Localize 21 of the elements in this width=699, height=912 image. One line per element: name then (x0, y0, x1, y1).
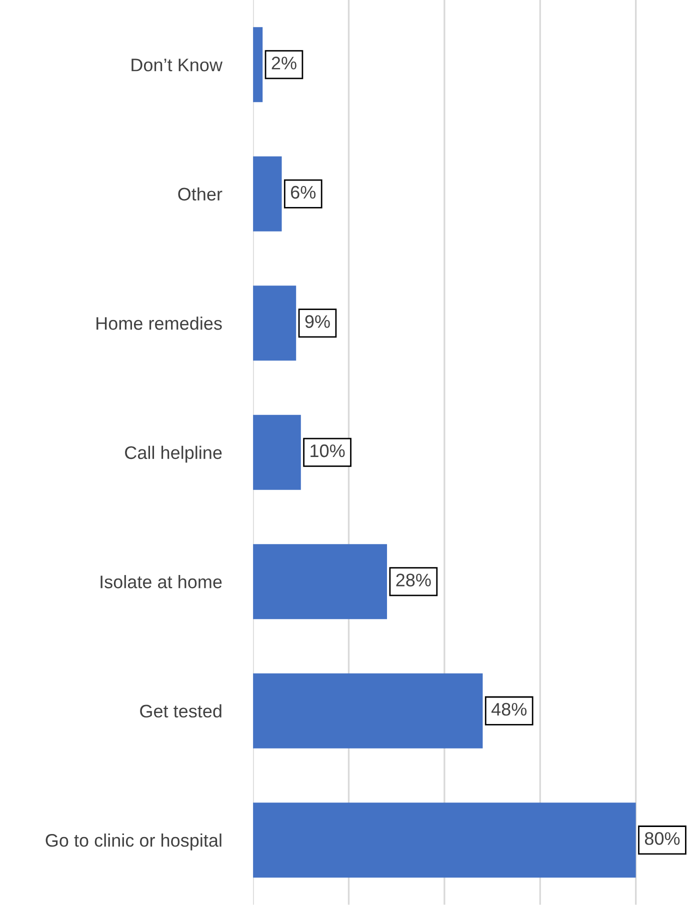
data-label: 9% (305, 315, 330, 328)
y-tick-label: Call helpline (125, 446, 222, 463)
data-label: 6% (290, 186, 316, 199)
y-tick-label: Isolate at home (100, 575, 222, 588)
bar (253, 544, 388, 620)
data-label: 48% (491, 702, 527, 716)
bar (253, 673, 483, 748)
data-label: 10% (310, 444, 345, 458)
y-tick-label: Get tested (140, 704, 222, 718)
y-tick-label: Other (178, 187, 222, 201)
data-label: 2% (272, 56, 296, 70)
bar (253, 27, 263, 102)
bar (253, 156, 282, 232)
data-label: 28% (396, 574, 431, 586)
data-label: 80% (644, 832, 680, 845)
y-tick-label: Go to clinic or hospital (46, 834, 222, 850)
bar (253, 286, 296, 361)
bar (253, 414, 301, 490)
bar (253, 802, 636, 878)
y-tick-label: Home remedies (96, 316, 222, 330)
y-tick-label: Don’t Know (132, 58, 223, 72)
